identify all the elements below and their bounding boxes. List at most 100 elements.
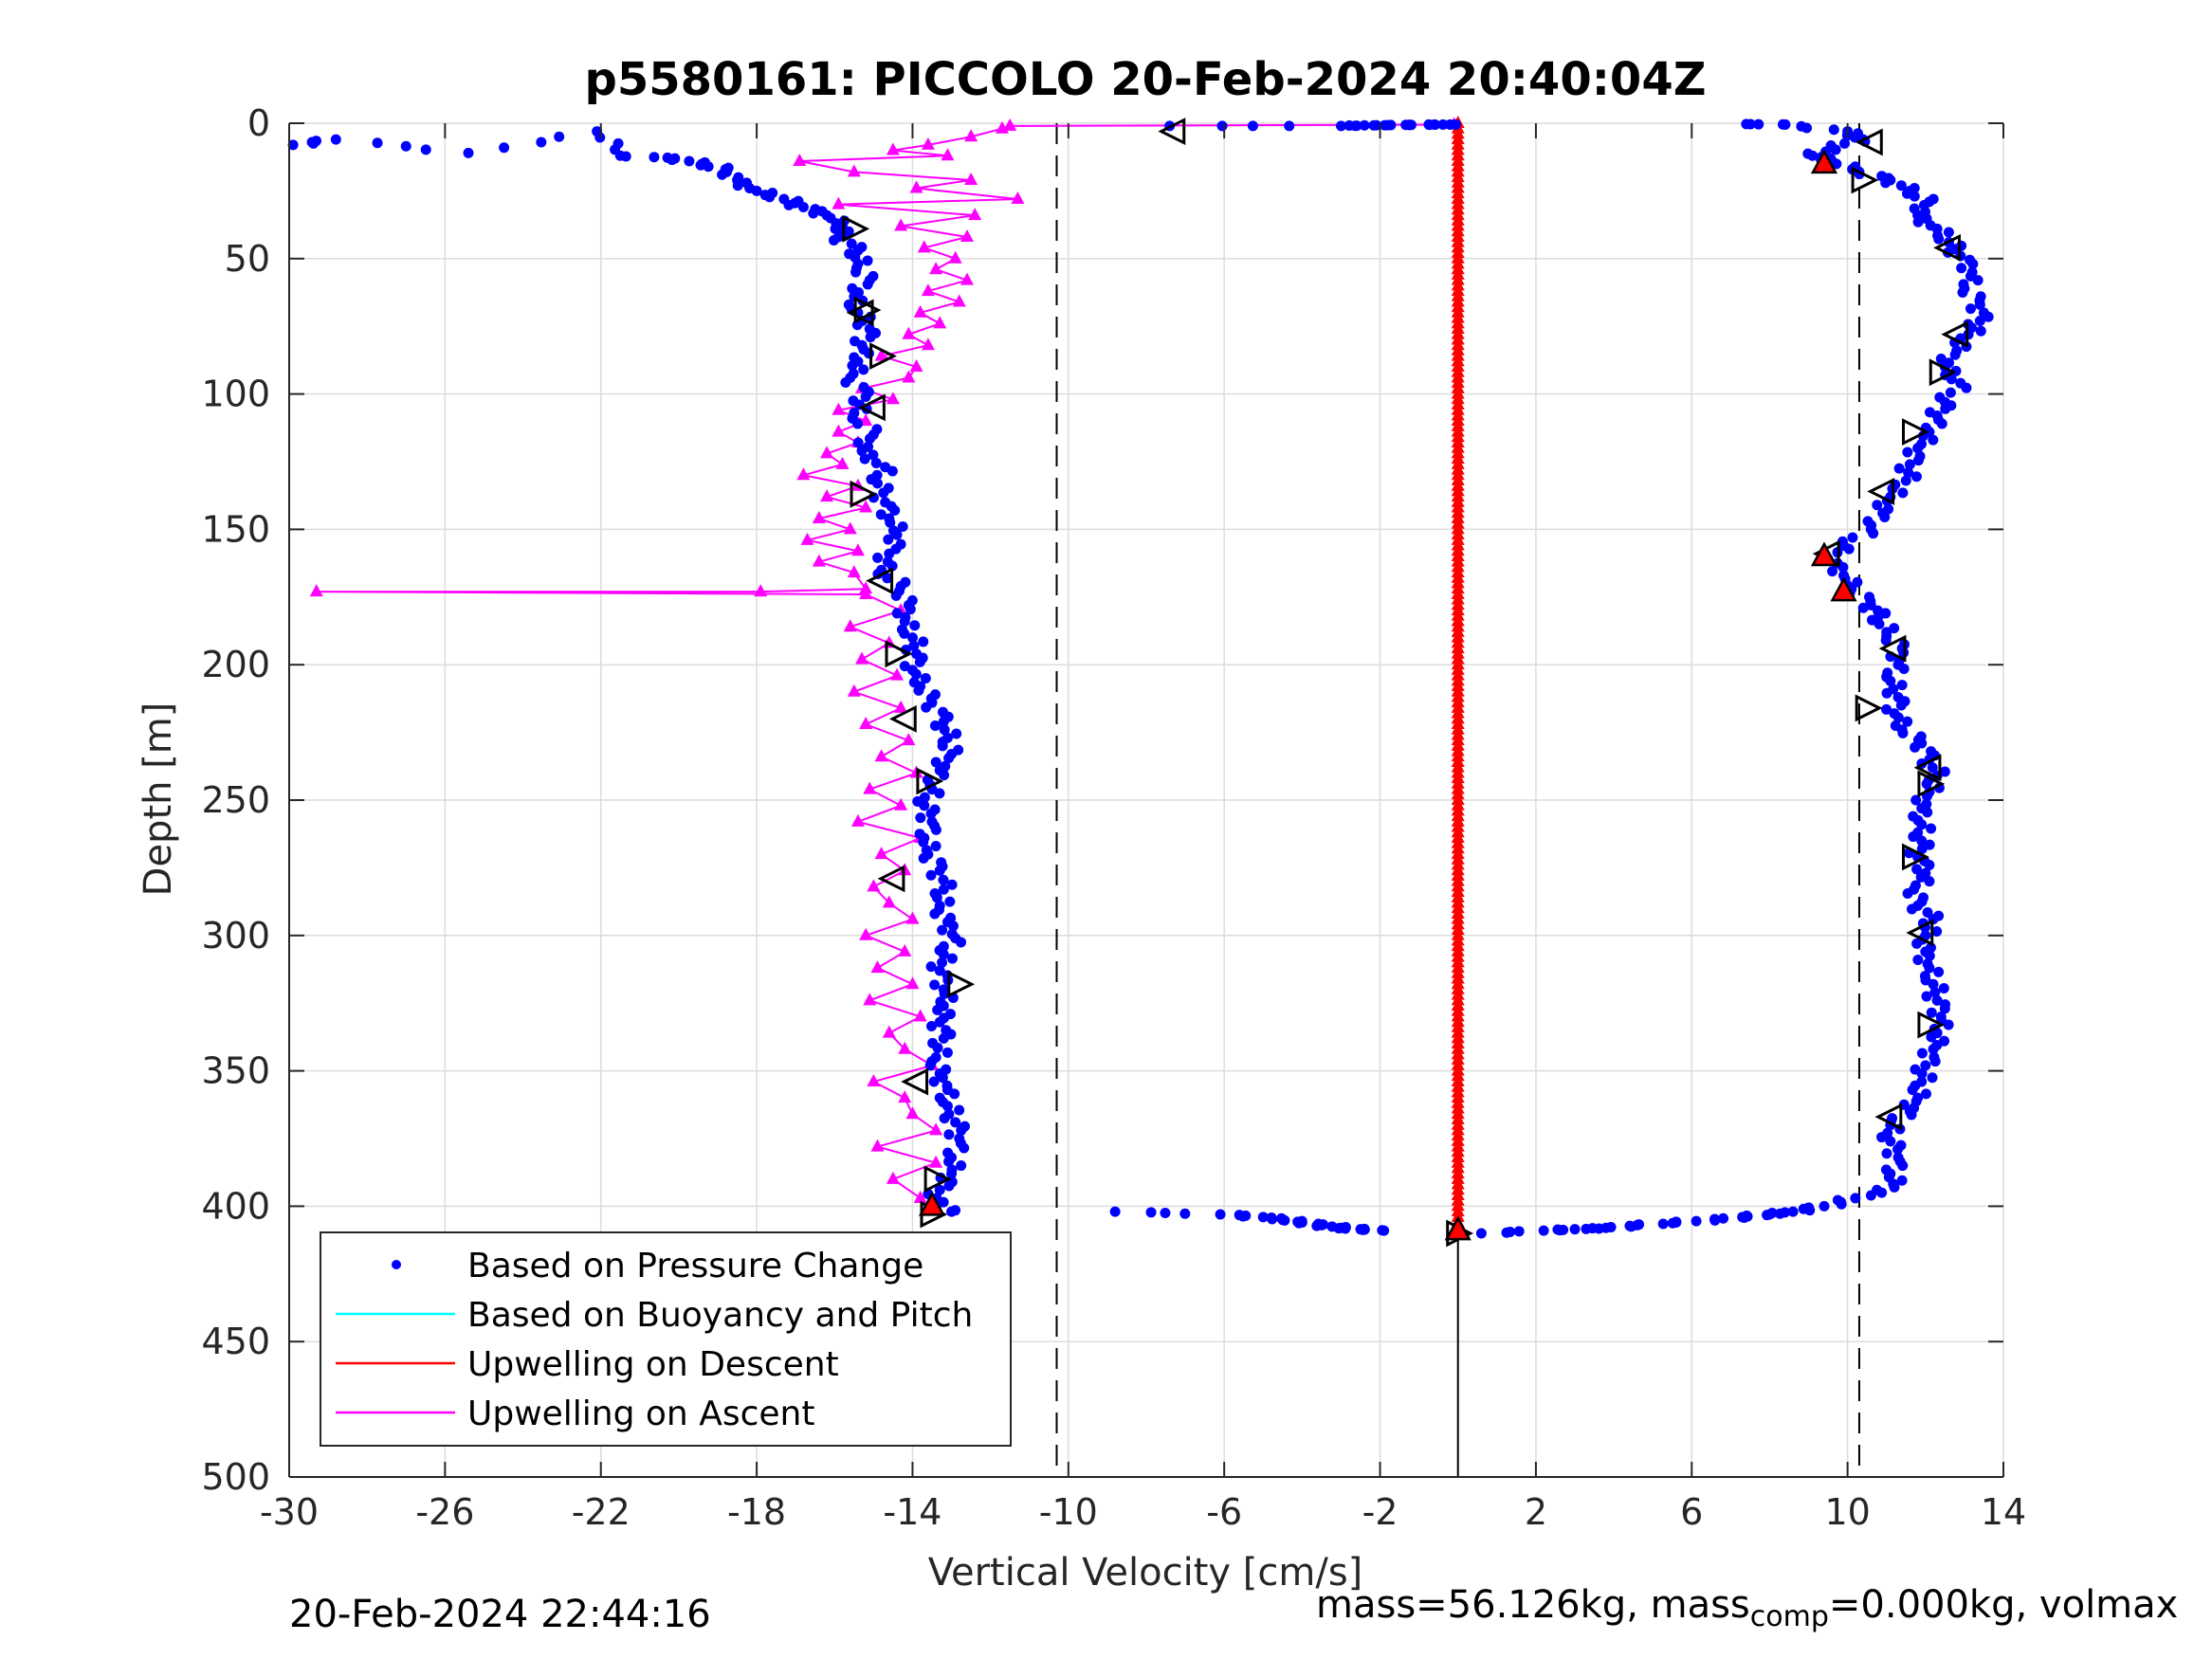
pressure-velocity-point	[846, 238, 857, 249]
pressure-velocity-point	[499, 142, 510, 154]
pressure-velocity-point	[847, 360, 858, 372]
pressure-velocity-point	[1896, 1175, 1908, 1186]
pressure-velocity-point	[887, 465, 898, 477]
ascent-upwelling-point	[832, 402, 846, 415]
pressure-velocity-point	[921, 702, 932, 713]
right-triangle-marker	[850, 480, 878, 508]
pressure-velocity-point	[1872, 500, 1883, 511]
pressure-velocity-point	[1910, 794, 1922, 806]
pressure-velocity-point	[1928, 193, 1939, 205]
pressure-velocity-point	[928, 1076, 940, 1087]
pressure-velocity-point	[1889, 623, 1900, 634]
ascent-upwelling-point	[905, 911, 920, 924]
ascent-upwelling-point	[1003, 118, 1017, 131]
ascent-upwelling-point	[870, 1139, 885, 1152]
pressure-velocity-point	[1935, 1011, 1947, 1022]
pressure-velocity-point	[884, 548, 895, 559]
pressure-velocity-point	[1880, 1164, 1892, 1176]
pressure-velocity-point	[1753, 118, 1764, 130]
ascent-upwelling-point	[929, 1122, 943, 1136]
pressure-velocity-point	[956, 1160, 967, 1172]
pressure-velocity-point	[1284, 120, 1295, 132]
ascent-upwelling-point	[832, 424, 846, 437]
y-tick-label: 450	[201, 1321, 270, 1362]
legend-label: Upwelling on Ascent	[467, 1395, 814, 1433]
pressure-velocity-point	[1780, 1207, 1791, 1218]
pressure-velocity-point	[717, 169, 728, 180]
pressure-velocity-point	[929, 908, 941, 920]
pressure-velocity-point	[852, 418, 864, 429]
pressure-velocity-point	[1956, 263, 1967, 274]
pressure-velocity-point	[1924, 876, 1935, 887]
pressure-velocity-point	[930, 824, 941, 835]
pressure-velocity-point	[899, 661, 910, 672]
pressure-velocity-point	[1872, 1184, 1883, 1195]
x-tick-label: 10	[1824, 1491, 1870, 1533]
ascent-upwelling-point	[921, 137, 935, 150]
pressure-velocity-point	[1766, 1208, 1778, 1219]
pressure-velocity-point	[860, 391, 871, 402]
left-triangle-marker	[866, 567, 894, 595]
y-tick-label: 400	[201, 1185, 270, 1227]
pressure-velocity-point	[885, 517, 896, 528]
pressure-velocity-point	[1247, 120, 1258, 132]
left-triangle-marker	[1158, 118, 1186, 145]
ascent-upwelling-point	[968, 208, 982, 221]
pressure-velocity-point	[852, 437, 864, 448]
pressure-velocity-point	[1864, 592, 1875, 603]
red-triangle-marker	[918, 1191, 946, 1216]
pressure-velocity-point	[875, 509, 887, 520]
pressure-velocity-point	[1890, 720, 1901, 731]
pressure-velocity-point	[1945, 387, 1956, 398]
pressure-velocity-point	[1882, 1127, 1893, 1139]
ascent-upwelling-point	[890, 667, 905, 681]
pressure-velocity-point	[925, 869, 937, 881]
pressure-velocity-point	[937, 1072, 948, 1084]
pressure-velocity-point	[1916, 1076, 1928, 1087]
pressure-velocity-point	[1892, 691, 1904, 702]
right-triangle-marker	[869, 342, 897, 371]
pressure-velocity-point	[1914, 450, 1926, 462]
left-triangle-marker	[888, 704, 917, 733]
pressure-velocity-point	[1179, 1208, 1191, 1219]
pressure-velocity-point	[1718, 1212, 1729, 1224]
pressure-velocity-point	[1802, 148, 1814, 159]
mass-subscript: comp	[1749, 1600, 1829, 1633]
pressure-velocity-point	[649, 152, 660, 163]
pressure-velocity-point	[864, 433, 875, 445]
x-tick-label: -26	[415, 1491, 474, 1533]
ascent-upwelling-point	[948, 250, 962, 264]
pressure-velocity-point	[1311, 1220, 1323, 1231]
pressure-velocity-point	[938, 1032, 949, 1044]
pressure-velocity-point	[1927, 762, 1938, 774]
ascent-upwelling-point	[859, 927, 873, 940]
pressure-velocity-point	[1837, 536, 1848, 547]
x-tick-label: -14	[883, 1491, 941, 1533]
pressure-velocity-point	[1344, 119, 1355, 131]
pressure-velocity-point	[938, 884, 949, 895]
pressure-velocity-point	[934, 1184, 945, 1195]
pressure-velocity-point	[1852, 576, 1863, 588]
pressure-velocity-point	[929, 720, 941, 731]
pressure-velocity-point	[939, 770, 950, 781]
pressure-velocity-point	[1709, 1213, 1720, 1225]
pressure-velocity-point	[1552, 1224, 1563, 1235]
pressure-velocity-point	[1939, 766, 1950, 777]
pressure-velocity-point	[920, 672, 931, 684]
pressure-velocity-point	[1920, 1088, 1931, 1100]
ascent-upwelling-point	[843, 619, 857, 632]
ascent-upwelling-point	[921, 337, 935, 351]
ascent-upwelling-point	[870, 960, 885, 974]
ascent-upwelling-point	[850, 543, 865, 556]
pressure-velocity-point	[1902, 716, 1913, 727]
pressure-velocity-point	[1605, 1222, 1617, 1233]
pressure-velocity-point	[1569, 1224, 1581, 1235]
ascent-upwelling-point	[913, 1009, 927, 1022]
right-triangle-marker	[947, 970, 976, 998]
left-triangle-marker	[846, 299, 874, 327]
ascent-upwelling-point	[867, 879, 881, 892]
x-tick-label: -30	[260, 1491, 319, 1533]
left-triangle-marker	[858, 393, 886, 422]
pressure-velocity-point	[1671, 1216, 1682, 1228]
pressure-velocity-point	[932, 1004, 943, 1015]
